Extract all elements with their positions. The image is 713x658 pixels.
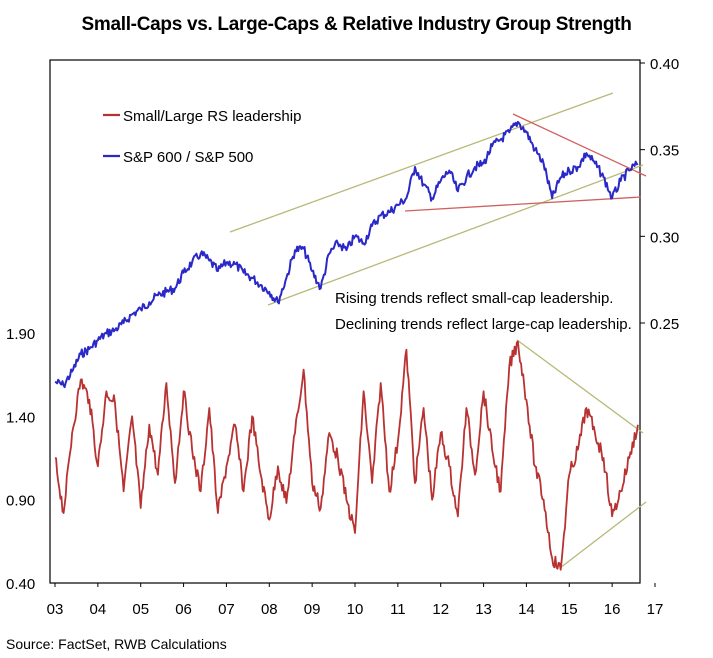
y-left-tick-label: 0.90 [6,493,35,510]
y-right-tick-label: 0.40 [650,56,679,73]
x-tick-label: 14 [518,601,535,618]
y-right-tick-label: 0.35 [650,143,679,160]
x-tick-label: 08 [261,601,278,618]
trend-lines [229,92,647,569]
x-tick-label: 04 [90,601,107,618]
annotation-line: Rising trends reflect small-cap leadersh… [335,290,613,307]
series-line-small-large-rs [54,340,639,571]
trend-top-decline [512,113,647,177]
series-layer [54,120,639,571]
x-tick-label: 05 [132,601,149,618]
y-right-tick-label: 0.30 [650,229,679,246]
x-tick-label: 16 [604,601,621,618]
trend-rs-decline [516,339,644,434]
trend-channel-upper [229,92,614,233]
y-left-tick-label: 1.90 [6,326,35,343]
x-tick-label: 15 [561,601,578,618]
legend-label: S&P 600 / S&P 500 [123,149,253,166]
x-tick-label: 13 [475,601,492,618]
plot-frame [49,59,641,584]
x-tick-label: 07 [218,601,235,618]
x-tick-label: 17 [647,601,664,618]
y-right-tick-label: 0.25 [650,316,679,333]
x-tick-label: 06 [175,601,192,618]
x-tick-label: 09 [304,601,321,618]
x-tick-label: 03 [47,601,64,618]
axes-layer: 03 04 05 06 07 08 09 10 11 12 13 14 15 16 17 1.90 1.40 0.… [6,56,679,618]
trend-rs-rise [559,501,647,569]
trend-channel-lower [267,164,644,306]
annotation-line: Declining trends reflect large-cap leade… [335,316,632,333]
y-left-tick-label: 1.40 [6,409,35,426]
legend-label: Small/Large RS leadership [123,108,301,125]
trend-support [404,196,642,212]
legend: Small/Large RS leadership S&P 600 / S&P 5… [103,108,301,166]
chart-title: Small-Caps vs. Large-Caps & Relative Ind… [81,14,632,35]
y-left-tick-label: 0.40 [6,576,35,593]
x-tick-label: 11 [390,601,406,618]
x-tick-label: 10 [347,601,364,618]
annotation: Rising trends reflect small-cap leadersh… [335,290,632,333]
series-line-sp600-sp500 [54,120,639,389]
source-note: Source: FactSet, RWB Calculations [6,636,227,652]
x-tick-label: 12 [432,601,449,618]
